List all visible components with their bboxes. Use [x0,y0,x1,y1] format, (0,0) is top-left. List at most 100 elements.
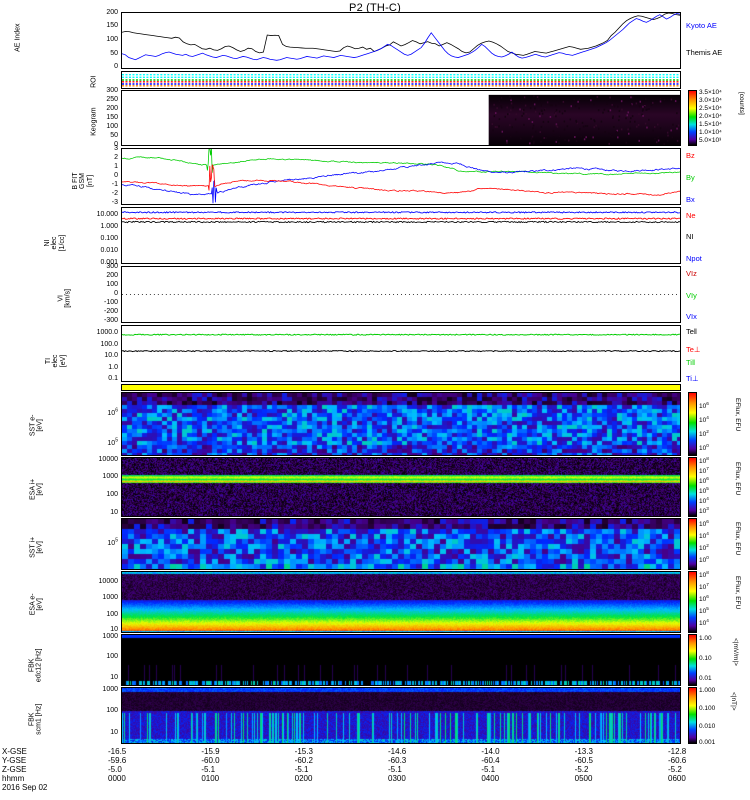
fbk-e-cb-tick-0: 1.00 [699,635,712,642]
x-axis-value-y-gse-2: -60.2 [294,756,313,765]
keogram-colorbar [688,90,697,146]
x-axis-value-z-gse-1: -5.1 [201,765,216,774]
panel-keogram [121,90,681,146]
x-axis-value-x-gse-4: -14.0 [481,747,500,756]
ae-index-ylabel: AE Index [14,23,22,52]
x-axis-value-x-gse-6: -12.8 [668,747,687,756]
esa-i-cb-tick-3: 105 [699,486,709,496]
keogram-ytick-100: 100 [106,123,118,130]
fbk-scm1-colorbar [688,687,697,744]
sst-electron-colorbar [688,392,697,456]
x-axis-value-z-gse-0: -5.0 [108,765,122,774]
ae-right-label-themis: Themis AE [686,48,723,57]
x-axis-value-hhmm-5: 0500 [574,774,593,783]
x-axis-value-y-gse-1: -60.0 [201,756,220,765]
bfit-plot [122,149,680,204]
bfit-ytick-2: 2 [114,154,118,161]
fbk-b-ytick-10: 10 [110,729,118,736]
temp-right-label-tepar: Te‖ [686,327,698,336]
panel-bfit [121,148,681,205]
keogram-ytick-300: 300 [106,87,118,94]
density-ytick-0001: 0.001 [100,259,118,266]
keogram-cb-tick-5: 1.0×10⁴ [699,129,722,136]
yellow-separator-bar [121,384,681,391]
esa-i-ytick-10: 10 [110,509,118,516]
esa-e-ytick-1000: 1000 [102,594,118,601]
velocity-ytick-300: 300 [106,263,118,270]
fbk-edc12-colorbar [688,634,697,686]
fbk-edc12-spectrogram [122,635,680,685]
panel-sst-electron [121,392,681,456]
density-ni [122,220,680,224]
esa-i-cb-tick-0: 108 [699,456,709,466]
fbk-b-cb-tick-3: 0.001 [699,739,716,746]
esa-i-cb-tick-2: 106 [699,476,709,486]
esa-e-cb-unit: EFlux, EFU [734,576,741,610]
x-axis-row-label-hhmm: hhmm [2,774,25,783]
bfit-right-label-bx: Bx [686,195,695,204]
fbk-b-cb-tick-0: 1.000 [699,687,716,694]
esa-i-cb-tick-5: 103 [699,506,709,516]
panel-roi [121,71,681,89]
ae-series-1 [122,13,680,61]
x-axis-value-y-gse-4: -60.4 [481,756,500,765]
fbk-e-ytick-100: 100 [106,653,118,660]
fbk-e-cb-tick-2: 0.01 [699,675,712,682]
x-axis-value-hhmm-6: 0600 [668,774,686,783]
fbk-b-cb-unit: <|nT|> [730,692,737,711]
temp-ytick-10: 10.0 [104,352,118,359]
velocity-ytick-m200: -200 [103,308,118,315]
keogram-cb-tick-0: 3.5×10⁴ [699,89,722,96]
panel-esa-electron [121,571,681,633]
keogram-ytick-250: 250 [106,96,118,103]
sst-electron-ylabel: SST e- [eV] [29,414,44,437]
temperature-ylabel: TI elec [eV] [44,354,67,368]
density-ytick-0100: 0.100 [100,235,118,242]
x-axis-value-z-gse-5: -5.2 [574,765,589,774]
esa-ion-ylabel: ESA i+ [eV] [29,478,44,500]
x-axis-value-z-gse-2: -5.1 [294,765,309,774]
sst-i-cb-tick-2: 102 [699,543,709,553]
panel-velocity [121,266,681,323]
bfit-right-label-by: By [686,173,695,182]
ae-ytick-100: 100 [106,36,118,43]
sst-e-cb-unit: EFlux, EFU [734,398,741,432]
x-axis-value-y-gse-6: -60.6 [668,756,687,765]
x-axis-value-y-gse-3: -60.3 [388,756,407,765]
esa-electron-spectrogram [122,572,680,632]
esa-e-cb-tick-1: 107 [699,582,709,592]
esa-i-cb-unit: EFlux, EFU [734,462,741,496]
fbk-e-ytick-1000: 1000 [102,633,118,640]
velocity-right-label-viy: VIy [686,291,697,300]
velocity-ytick-m100: -100 [103,299,118,306]
ae-right-label-kyoto: Kyoto AE [686,21,717,30]
sst-ion-ylabel: SST i+ [eV] [29,536,44,558]
bfit-right-label-bz: Bz [686,151,695,160]
x-axis-value-x-gse-1: -15.9 [201,747,220,756]
temp-right-label-tiperp: Ti⊥ [686,374,699,383]
x-axis-value-x-gse-0: -16.5 [108,747,127,756]
density-plot [122,211,680,224]
fbk-b-cb-tick-1: 0.100 [699,705,716,712]
roi-plot [122,72,680,88]
density-right-label-ne: Ne [686,211,696,220]
x-axis-value-x-gse-5: -13.3 [574,747,593,756]
temp-right-label-tipar: Ti‖ [686,358,696,367]
temp-ti-par [122,333,680,336]
bfit-by [122,149,680,176]
velocity-ytick-m300: -300 [103,317,118,324]
x-axis-value-z-gse-4: -5.1 [481,765,496,774]
keogram-cb-tick-2: 2.5×10⁴ [699,105,722,112]
keogram-ytick-200: 200 [106,105,118,112]
fbk-e-ytick-10: 10 [110,674,118,681]
ae-ytick-150: 150 [106,22,118,29]
velocity-ytick-100: 100 [106,281,118,288]
x-axis-value-y-gse-5: -60.5 [574,756,593,765]
x-axis-value-hhmm-2: 0200 [294,774,313,783]
sst-i-cb-tick-3: 100 [699,555,709,565]
sst-i-cb-tick-0: 106 [699,519,709,529]
temp-ytick-1000: 1000.0 [96,329,118,336]
sst-i-cb-tick-1: 104 [699,531,709,541]
esa-e-ytick-10: 10 [110,626,118,633]
esa-e-cb-tick-4: 104 [699,618,709,628]
